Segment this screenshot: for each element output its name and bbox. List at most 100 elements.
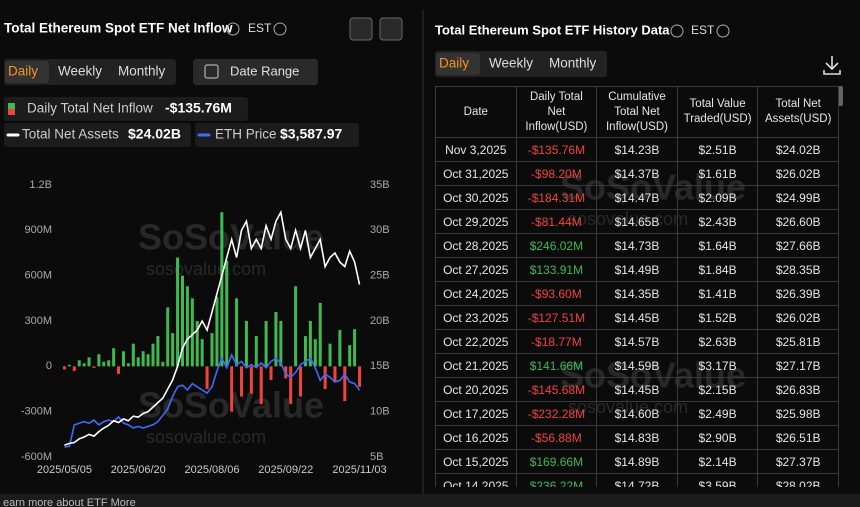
bar xyxy=(254,336,258,367)
bar xyxy=(230,366,234,412)
bar xyxy=(353,329,357,367)
bar xyxy=(318,302,322,367)
table-cell: $14.45B xyxy=(596,305,678,330)
tab[interactable]: Weekly xyxy=(58,64,102,79)
legend-item xyxy=(4,123,191,147)
info-icon[interactable] xyxy=(670,24,684,38)
tab[interactable]: Monthly xyxy=(118,64,166,79)
date-range-label: Date Range xyxy=(230,63,299,78)
table-row: Oct 16,2025 -$56.88M $14.83B $2.90B $26.51B xyxy=(435,425,839,450)
table-cell: $3.17B xyxy=(676,353,759,378)
info-icon[interactable] xyxy=(226,22,240,36)
legend-item xyxy=(4,97,248,121)
table-cell: $25.98B xyxy=(757,401,839,426)
bar xyxy=(343,366,347,402)
table-cell: Oct 16,2025 xyxy=(435,425,517,450)
bar xyxy=(313,339,317,367)
table-cell: $26.51B xyxy=(757,425,839,450)
bar xyxy=(259,366,263,405)
date-range-button[interactable] xyxy=(193,59,318,85)
y-tick-label: -300M xyxy=(21,406,52,418)
bar xyxy=(131,343,135,367)
table-cell: $1.64B xyxy=(676,233,759,258)
table-cell: $14.59B xyxy=(596,353,678,378)
table-cell: -$98.20M xyxy=(515,161,598,186)
table-cell: Oct 22,2025 xyxy=(435,329,517,354)
bar xyxy=(107,360,111,367)
tab[interactable]: Daily xyxy=(439,56,469,71)
table-cell: Oct 21,2025 xyxy=(435,353,517,378)
line xyxy=(64,209,361,446)
table-cell: Nov 3,2025 xyxy=(435,137,517,162)
table-cell: -$145.68M xyxy=(515,377,598,402)
table-cell: Oct 24,2025 xyxy=(435,281,517,306)
legend-icon xyxy=(8,103,15,109)
table-cell: $169.66M xyxy=(515,449,598,474)
bar xyxy=(92,366,96,368)
tab[interactable]: Weekly xyxy=(489,56,533,71)
tab[interactable]: Daily xyxy=(8,64,38,79)
bar xyxy=(161,361,165,367)
table-cell: -$232.28M xyxy=(515,401,598,426)
bar xyxy=(87,357,91,367)
bar xyxy=(72,366,76,371)
table-cell: Oct 29,2025 xyxy=(435,209,517,234)
table-cell: $28.02B xyxy=(757,473,839,487)
table-cell: -$81.44M xyxy=(515,209,598,234)
info-icon[interactable] xyxy=(716,24,730,38)
bar xyxy=(77,360,81,367)
y2-tick-label: 15B xyxy=(370,360,390,372)
table-row: Oct 20,2025 -$145.68M $14.45B $2.15B $26.83B xyxy=(435,377,839,402)
column-header: Cumulative Total Net Inflow(USD) xyxy=(596,86,678,138)
footer-text: earn more about ETF xyxy=(3,497,108,507)
table-cell: $2.49B xyxy=(676,401,759,426)
y2-tick-label: 20B xyxy=(370,315,390,327)
bar xyxy=(215,296,219,367)
bar xyxy=(240,366,244,397)
footer-link[interactable]: More xyxy=(110,497,136,507)
y-tick-label: 300M xyxy=(24,315,52,327)
table-cell: $14.89B xyxy=(596,449,678,474)
y-tick-label: -600M xyxy=(21,451,52,463)
bar xyxy=(166,307,170,367)
legend-label: ETH Price xyxy=(215,127,277,142)
table-cell: -$18.77M xyxy=(515,329,598,354)
scrollbar[interactable] xyxy=(838,86,843,106)
bar xyxy=(210,333,214,367)
bar xyxy=(323,366,327,389)
table-cell: $14.73B xyxy=(596,233,678,258)
bar xyxy=(62,366,66,370)
bar xyxy=(303,336,307,367)
table-cell: Oct 14,2025 xyxy=(435,473,517,487)
panel-title: Total Ethereum Spot ETF Net Inflow xyxy=(4,21,233,36)
y2-tick-label: 30B xyxy=(370,224,390,236)
table-cell: Oct 17,2025 xyxy=(435,401,517,426)
bar xyxy=(141,351,145,367)
fullscreen-button[interactable] xyxy=(349,17,373,41)
bar xyxy=(328,343,332,367)
x-tick-label: 2025/11/03 xyxy=(332,464,386,476)
table-cell: $1.61B xyxy=(676,161,759,186)
info-icon[interactable] xyxy=(273,22,287,36)
table-cell: $2.63B xyxy=(676,329,759,354)
bar xyxy=(171,333,175,367)
x-tick-label: 2025/06/20 xyxy=(111,464,166,476)
table-cell: -$184.31M xyxy=(515,185,598,210)
table-cell: $246.02M xyxy=(515,233,598,258)
table-cell: $2.43B xyxy=(676,209,759,234)
bar xyxy=(269,366,273,380)
watermark-url: sosovalue.com xyxy=(146,427,266,447)
table-row: Nov 3,2025 -$135.76M $14.23B $2.51B $24.02B xyxy=(435,137,839,162)
download-icon[interactable] xyxy=(823,56,841,75)
bar xyxy=(279,321,283,367)
bar xyxy=(67,364,71,367)
table-row: Oct 27,2025 $133.91M $14.49B $1.84B $28.35B xyxy=(435,257,839,282)
bar xyxy=(117,366,121,374)
table-cell: $14.45B xyxy=(596,377,678,402)
tab[interactable]: Monthly xyxy=(549,56,597,71)
table-cell: Oct 15,2025 xyxy=(435,449,517,474)
table-cell: $26.02B xyxy=(757,161,839,186)
share-button[interactable] xyxy=(379,17,403,41)
table-row: Oct 28,2025 $246.02M $14.73B $1.64B $27.66B xyxy=(435,233,839,258)
